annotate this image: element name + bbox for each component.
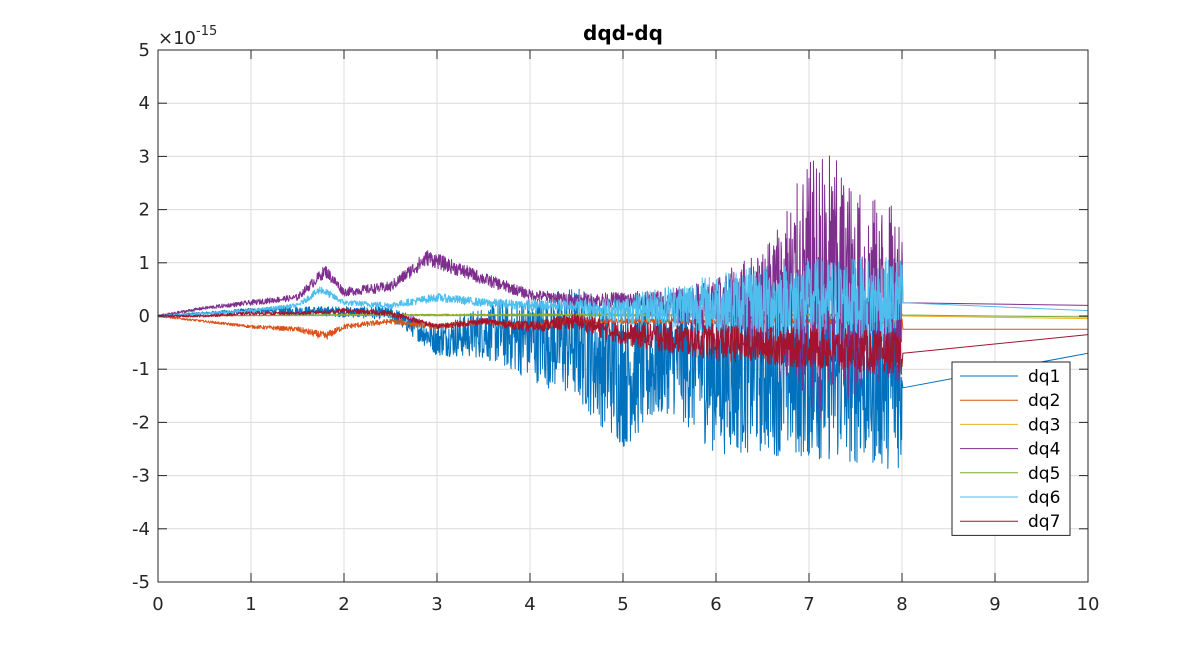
series-line-dq6 [158,257,1088,343]
y-tick-label: -5 [132,572,150,593]
x-tick-label: 8 [896,594,907,615]
y-tick-label: -1 [132,359,150,380]
y-tick-label: 3 [139,146,150,167]
series-line-dq4 [158,155,1088,419]
legend-entry-dq3[interactable]: dq3 [960,415,1060,435]
y-tick-label: 1 [139,253,150,274]
series-lines [158,155,1088,469]
y-tick-label: -4 [132,519,150,540]
x-tick-label: 2 [338,594,349,615]
x-tick-label: 9 [989,594,1000,615]
legend-entry-dq7[interactable]: dq7 [960,512,1060,532]
legend-label: dq6 [1028,488,1060,508]
y-tick-label: 2 [139,200,150,221]
chart-title: dqd-dq [583,21,663,45]
y-tick-label: -2 [132,412,150,433]
x-tick-label: 4 [524,594,535,615]
series-line-dq7 [158,308,1088,375]
y-exponent-base: ×10 [158,28,196,49]
y-tick-label: -3 [132,466,150,487]
x-tick-label: 10 [1077,594,1100,615]
legend-label: dq4 [1028,440,1060,460]
legend-entry-dq4[interactable]: dq4 [960,440,1060,460]
y-tick-label: 0 [139,306,150,327]
x-tick-label: 0 [152,594,163,615]
legend-label: dq2 [1028,391,1060,411]
x-tick-label: 6 [710,594,721,615]
legend[interactable]: dq1 dq2 dq3 dq4 dq5 dq6 dq7 [951,361,1071,536]
x-tick-label: 3 [431,594,442,615]
y-exponent-power: -15 [196,24,217,39]
y-tick-label: 4 [139,93,150,114]
legend-entry-dq2[interactable]: dq2 [960,391,1060,411]
y-tick-label: 5 [139,40,150,61]
legend-entry-dq1[interactable]: dq1 [960,367,1060,387]
legend-label: dq3 [1028,415,1060,435]
x-tick-label: 7 [803,594,814,615]
y-tick-labels: 5 4 3 2 1 0 -1 -2 -3 -4 -5 [132,40,150,593]
legend-label: dq7 [1028,512,1060,532]
legend-label: dq5 [1028,464,1060,484]
axis-ticks [157,49,1089,583]
x-tick-labels: 0 1 2 3 4 5 6 7 8 9 10 [152,594,1099,615]
y-exponent-label: ×10-15 [158,24,217,49]
legend-label: dq1 [1028,367,1060,387]
legend-entry-dq6[interactable]: dq6 [960,488,1060,508]
x-tick-label: 5 [617,594,628,615]
x-tick-label: 1 [245,594,256,615]
legend-entry-dq5[interactable]: dq5 [960,464,1060,484]
